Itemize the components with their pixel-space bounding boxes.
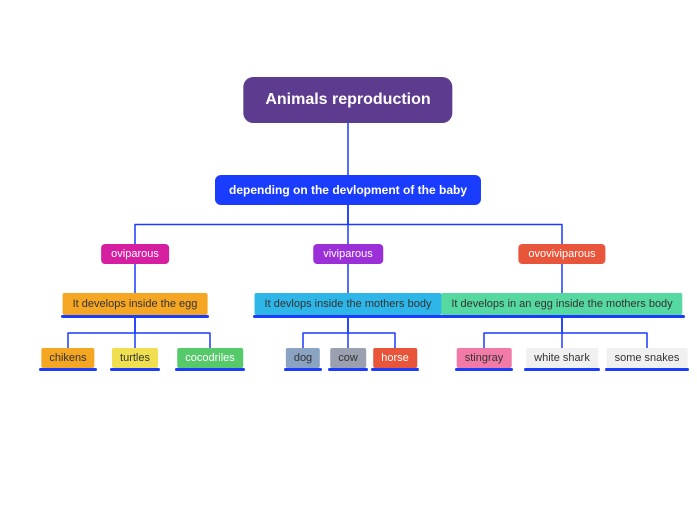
node-underline bbox=[39, 368, 96, 371]
node-underline bbox=[455, 368, 514, 371]
root-node: Animals reproduction bbox=[243, 77, 452, 123]
node-underline bbox=[175, 368, 245, 371]
node-underline bbox=[61, 315, 210, 318]
leaf-cow: cow bbox=[330, 348, 366, 368]
leaf-cocodriles: cocodriles bbox=[177, 348, 243, 368]
leaf-stingray: stingray bbox=[457, 348, 512, 368]
leaf-some-snakes: some snakes bbox=[607, 348, 688, 368]
leaf-white-shark: white shark bbox=[526, 348, 598, 368]
leaf-turtles: turtles bbox=[112, 348, 158, 368]
desc-viviparous: It devlops inside the mothers body bbox=[255, 293, 442, 315]
node-underline bbox=[253, 315, 444, 318]
desc-ovoviviparous: It develops in an egg inside the mothers… bbox=[441, 293, 682, 315]
node-underline bbox=[605, 368, 690, 371]
category-oviparous: oviparous bbox=[101, 244, 169, 264]
category-viviparous: viviparous bbox=[313, 244, 383, 264]
desc-oviparous: It develops inside the egg bbox=[63, 293, 208, 315]
node-underline bbox=[284, 368, 322, 371]
node-underline bbox=[371, 368, 419, 371]
category-ovoviviparous: ovoviviparous bbox=[518, 244, 605, 264]
leaf-chikens: chikens bbox=[41, 348, 94, 368]
node-underline bbox=[524, 368, 600, 371]
sub-node: depending on the devlopment of the baby bbox=[215, 175, 481, 205]
node-underline bbox=[110, 368, 160, 371]
node-underline bbox=[328, 368, 368, 371]
node-underline bbox=[439, 315, 684, 318]
leaf-horse: horse bbox=[373, 348, 417, 368]
leaf-dog: dog bbox=[286, 348, 320, 368]
